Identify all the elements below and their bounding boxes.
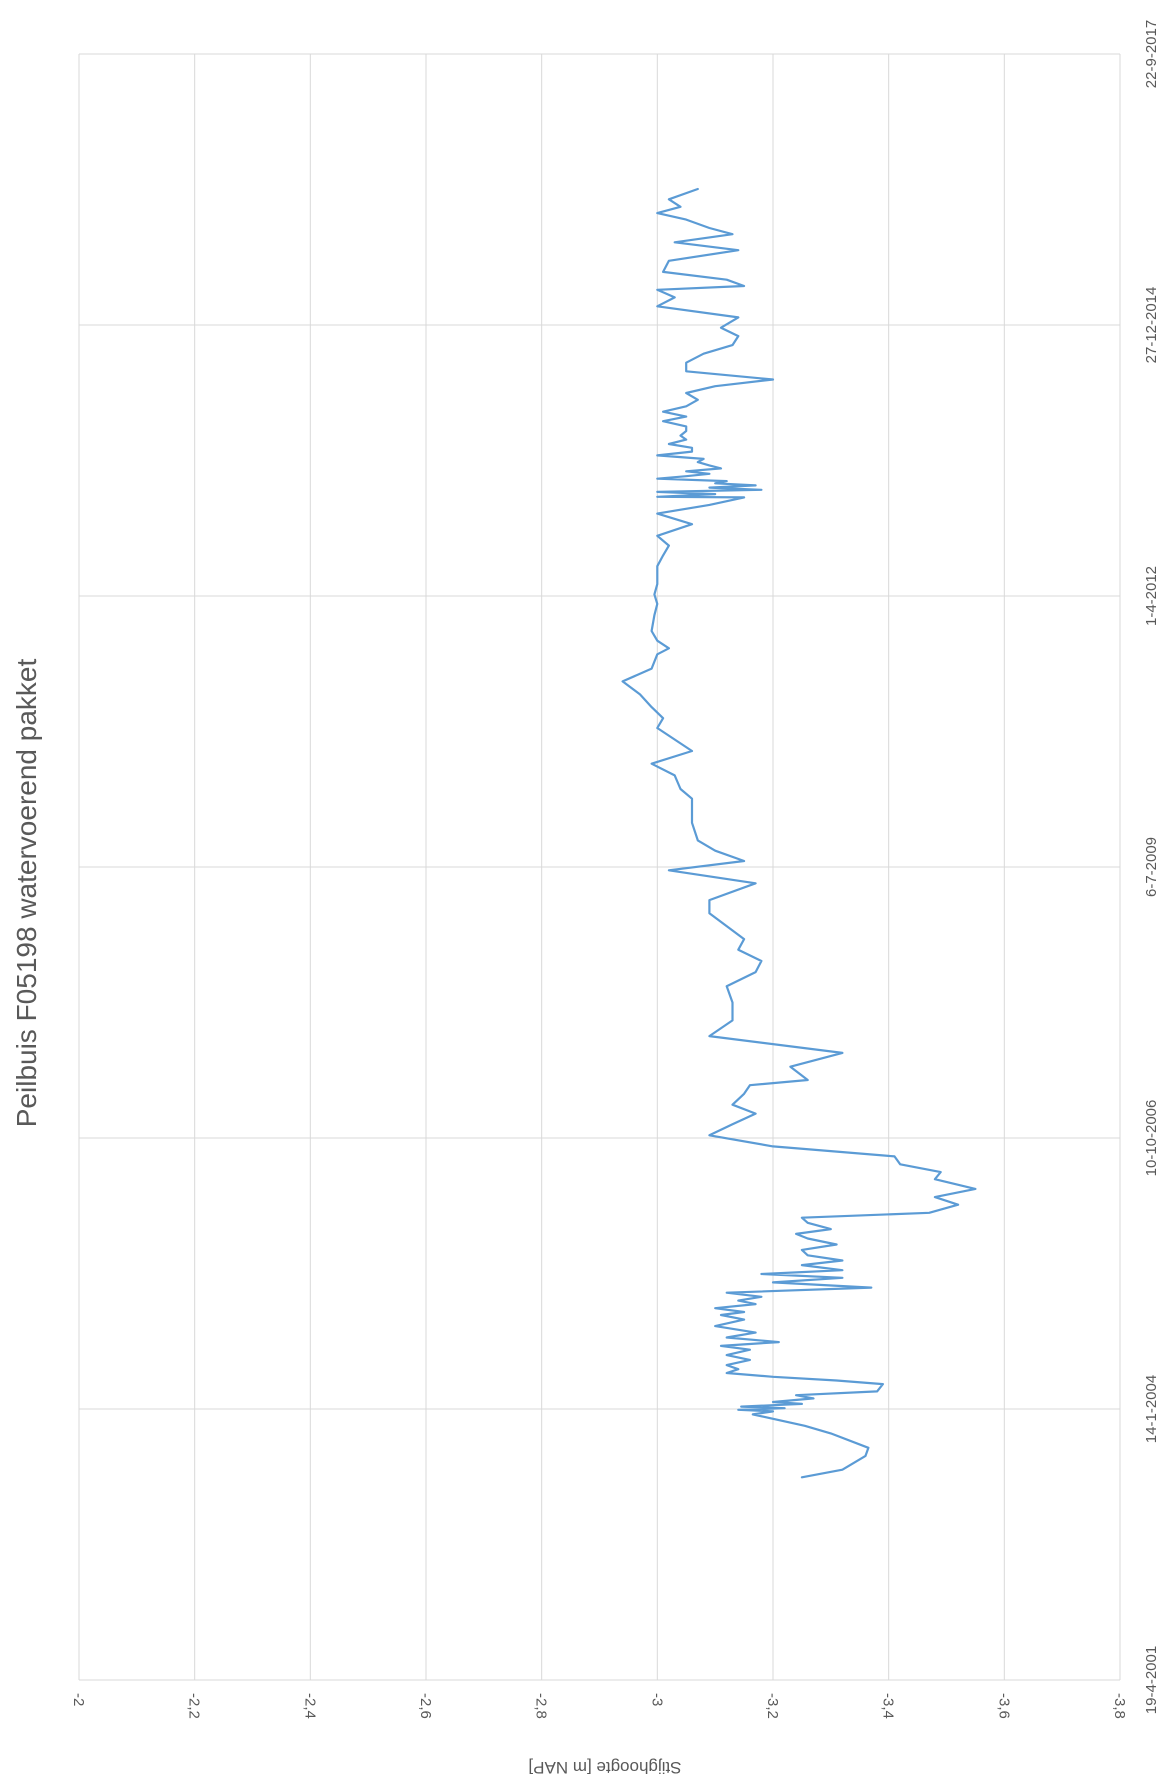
x-tick-label: 14-1-2004 [1143,1375,1160,1443]
x-axis-ticks: 19-4-2001 14-1-2004 10-10-2006 6-7-2009 1-4-… [1143,20,1160,1714]
y-tick-label: -3,4 [880,1693,897,1719]
chart-title: Peilbuis F05198 watervoerend pakket [11,659,42,1128]
y-tick-label: -2 [70,1693,87,1706]
y-tick-label: -2,8 [533,1693,550,1719]
x-tick-label: 19-4-2001 [1143,1646,1160,1714]
x-tick-label: 10-10-2006 [1143,1100,1160,1177]
y-tick-label: -2,6 [417,1693,434,1719]
x-tick-label: 6-7-2009 [1143,837,1160,897]
x-tick-label: 27-12-2014 [1143,287,1160,364]
series-line [621,187,977,1479]
y-axis-ticks: -2 -2,2 -2,4 -2,6 -2,8 -3 -3,2 -3,4 -3,6 -3,8 [70,1693,1128,1719]
y-tick-label: -3 [648,1693,665,1706]
y-tick-label: -2,2 [186,1693,203,1719]
x-tick-label: 1-4-2012 [1143,566,1160,626]
y-tick-label: -3,6 [995,1693,1012,1719]
gridlines [78,53,1121,1681]
y-tick-label: -3,2 [764,1693,781,1719]
y-tick-label: -3,8 [1111,1693,1128,1719]
y-tick-label: -2,4 [301,1693,318,1719]
y-axis-title: Stijghoogte [m NAP] [528,1758,681,1777]
series-layer [621,187,977,1479]
x-tick-label: 22-9-2017 [1143,20,1160,88]
